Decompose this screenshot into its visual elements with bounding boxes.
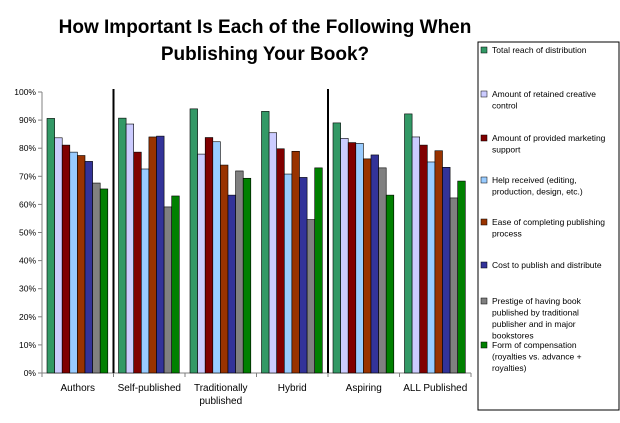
legend-label: Total reach of distribution [492, 45, 587, 55]
x-tick-label: Hybrid [278, 383, 307, 394]
bar [235, 170, 244, 374]
bar [77, 155, 86, 374]
legend-label: Form of compensation [492, 340, 577, 350]
legend-swatch [480, 46, 488, 54]
legend-label: Ease of completing publishing [492, 217, 605, 227]
legend-swatch [480, 176, 488, 184]
bar [355, 143, 364, 374]
bar [426, 161, 436, 374]
bar [171, 195, 180, 374]
bar [125, 123, 134, 374]
legend-label: publisher and in major [492, 319, 576, 329]
bar [314, 167, 323, 374]
bar [347, 142, 357, 374]
y-tick-label: 70% [19, 171, 36, 181]
legend-swatch [480, 134, 488, 142]
legend-swatch [480, 297, 488, 305]
legend-label: Amount of provided marketing [492, 133, 606, 143]
bar [434, 150, 443, 374]
bar [276, 148, 285, 374]
bar [261, 111, 270, 374]
bar [306, 219, 316, 374]
bar [457, 180, 466, 374]
bar [449, 197, 459, 374]
x-tick-label: Self-published [118, 383, 181, 394]
y-tick-label: 10% [19, 340, 36, 350]
bar [84, 161, 93, 374]
bars [46, 108, 466, 374]
legend-box [477, 41, 620, 411]
x-tick-label: ALL Published [403, 383, 467, 394]
bar [54, 137, 63, 374]
bar [404, 113, 413, 374]
y-tick-label: 20% [19, 312, 36, 322]
legend-swatch [480, 218, 488, 226]
bar [411, 136, 421, 374]
bar [419, 144, 428, 374]
y-tick-label: 0% [24, 368, 37, 378]
bar [268, 132, 278, 374]
bar [204, 137, 214, 374]
x-tick-label: Aspiring [346, 383, 382, 394]
axes: 0% 10% 20% 30% 40% 50% 60% 70% 80% 90% 100% Authors… [14, 87, 472, 407]
x-tick-label: Authors [61, 383, 95, 394]
bar [370, 154, 379, 374]
chart-title-line: Publishing Your Book? [161, 44, 369, 65]
legend-label: production, design, etc.) [492, 187, 583, 197]
y-tick-label: 80% [19, 143, 36, 153]
legend-label: published by traditional [492, 308, 579, 318]
bar [189, 108, 198, 374]
legend-label: Help received (editing, [492, 175, 577, 185]
legend-swatch [480, 261, 488, 269]
bar [61, 144, 71, 374]
bar [118, 117, 127, 374]
bar [363, 158, 372, 374]
legend-label: Cost to publish and distribute [492, 260, 602, 270]
bar [291, 150, 300, 374]
y-tick-label: 90% [19, 115, 36, 125]
bar [99, 188, 109, 374]
bar [332, 122, 341, 374]
y-tick-label: 50% [19, 228, 36, 238]
bar [220, 164, 229, 374]
bar [69, 151, 78, 374]
chart-title: How Important Is Each of the Following W… [59, 17, 472, 65]
bar [197, 153, 206, 374]
legend-label: process [492, 229, 522, 239]
bar [133, 151, 142, 374]
bar [299, 177, 308, 374]
y-tick-label: 100% [14, 87, 36, 97]
bar [163, 206, 173, 374]
y-tick-label: 60% [19, 199, 36, 209]
legend-label: support [492, 145, 521, 155]
chart-title-line: How Important Is Each of the Following W… [59, 17, 472, 38]
bar [340, 138, 349, 374]
bar [148, 136, 157, 374]
y-tick-label: 40% [19, 256, 36, 266]
legend-swatch [480, 341, 488, 349]
legend-label: royalties) [492, 363, 527, 373]
bar [442, 167, 451, 374]
legend: Total reach of distribution Amount of ret… [477, 41, 620, 411]
bar [283, 173, 293, 374]
bar [212, 141, 221, 374]
legend-swatch [480, 90, 488, 98]
legend-label: control [492, 101, 518, 111]
bar [46, 118, 55, 374]
legend-label: Prestige of having book [492, 296, 582, 306]
bar [227, 194, 236, 374]
bar [92, 182, 101, 374]
bar [156, 135, 165, 374]
bar [385, 194, 395, 374]
x-tick-label: Traditionally [194, 383, 248, 394]
bar [242, 177, 252, 374]
bar [378, 167, 387, 374]
x-tick-label: published [199, 396, 242, 407]
bar [141, 168, 150, 374]
legend-label: Amount of retained creative [492, 89, 596, 99]
legend-label: (royalties vs. advance + [492, 352, 582, 362]
y-tick-label: 30% [19, 284, 36, 294]
legend-label: bookstores [492, 331, 534, 341]
